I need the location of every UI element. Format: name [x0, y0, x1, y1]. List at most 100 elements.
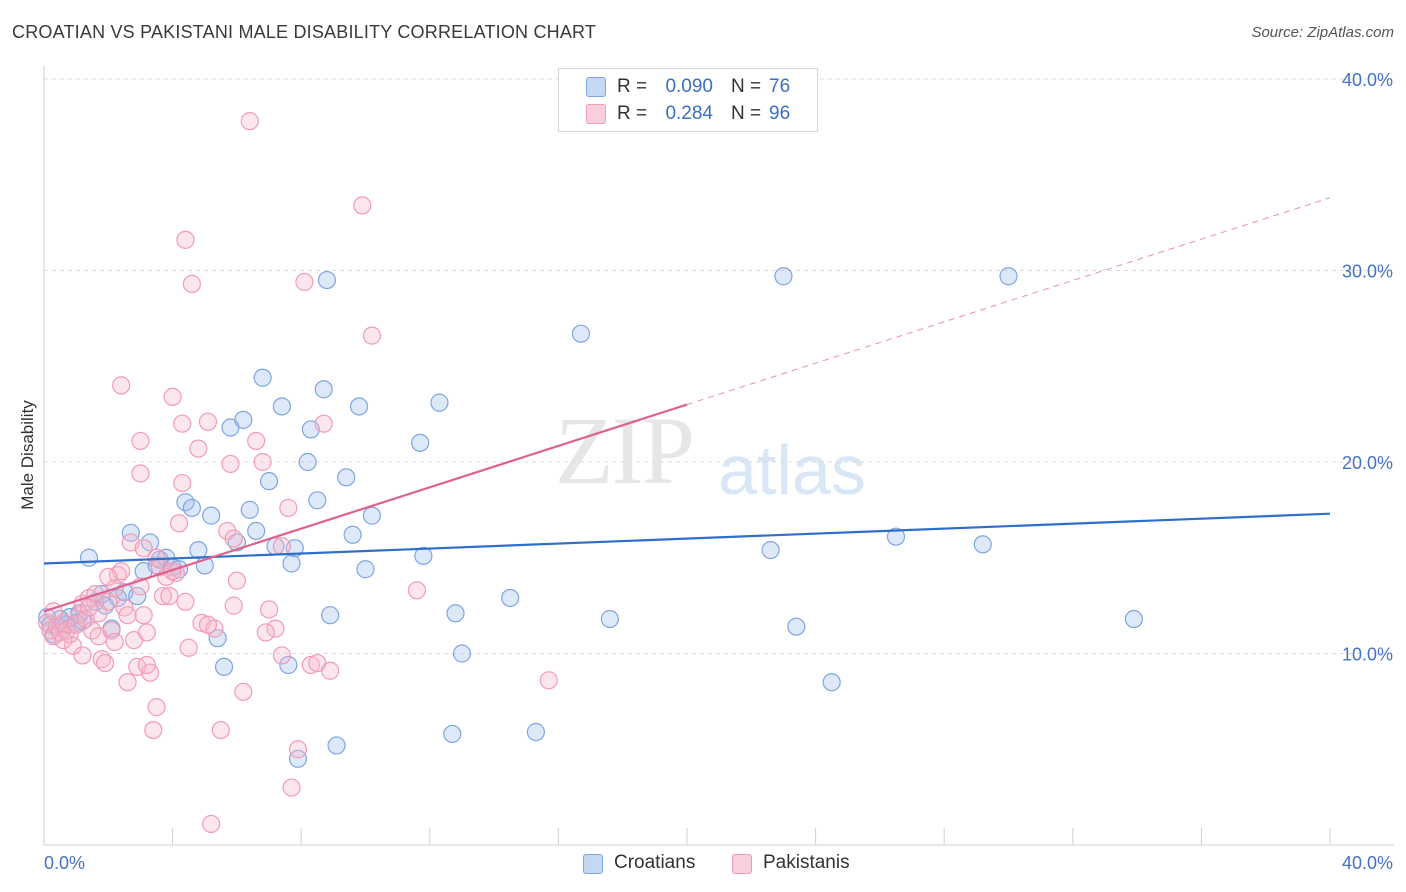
point-croatians [121, 523, 140, 542]
point-pakistanis [99, 567, 118, 587]
point-croatians [321, 606, 340, 625]
point-croatians [253, 368, 272, 387]
legend-r-label: R = [617, 76, 648, 97]
legend-r-value: 0.284 [665, 103, 713, 124]
point-croatians [308, 491, 327, 510]
source-label: Source: ZipAtlas.com [1251, 24, 1394, 41]
point-croatians [327, 736, 346, 755]
point-croatians [362, 506, 382, 525]
point-croatians [443, 724, 462, 744]
point-pakistanis [112, 376, 131, 395]
point-pakistanis [272, 537, 292, 556]
x-tick-label: 0.0% [44, 853, 85, 873]
legend-r-label: R = [617, 103, 648, 124]
trend-lines [43, 197, 1331, 613]
legend-n-value: 76 [769, 76, 791, 97]
point-croatians [314, 380, 333, 399]
point-pakistanis [176, 230, 195, 249]
point-croatians [128, 586, 147, 606]
point-croatians [247, 521, 266, 541]
point-pakistanis [362, 326, 382, 345]
point-croatians [279, 655, 298, 675]
point-pakistanis [253, 452, 272, 472]
point-croatians [600, 609, 619, 629]
point-pakistanis [95, 653, 115, 673]
point-croatians [240, 500, 259, 519]
point-croatians [189, 540, 208, 560]
point-pakistanis [73, 646, 92, 665]
point-croatians [886, 527, 906, 546]
point-pakistanis [321, 661, 340, 680]
point-croatians [182, 498, 201, 518]
point-croatians [317, 270, 337, 290]
series-swatch-croatians [583, 854, 603, 874]
data-points [38, 112, 1143, 834]
point-pakistanis [160, 586, 179, 606]
point-pakistanis [67, 615, 86, 634]
x-tick-label: 40.0% [1342, 853, 1393, 873]
legend-n-value: 96 [769, 103, 791, 124]
point-croatians [446, 604, 465, 623]
point-pakistanis [137, 655, 156, 675]
point-croatians [526, 722, 545, 742]
point-pakistanis [198, 412, 218, 431]
y-tick-label: 40.0% [1342, 70, 1393, 90]
point-pakistanis [118, 673, 137, 692]
point-pakistanis [282, 778, 301, 797]
point-pakistanis [189, 439, 208, 458]
legend-swatch-pakistanis [586, 104, 606, 124]
legend-n-label: N = [731, 76, 762, 97]
point-croatians [282, 554, 301, 573]
point-pakistanis [166, 563, 185, 583]
point-pakistanis [131, 464, 150, 483]
point-pakistanis [247, 431, 266, 451]
point-pakistanis [134, 539, 153, 558]
gridlines [44, 78, 1394, 654]
point-pakistanis [54, 630, 73, 650]
legend-r-value: 0.090 [665, 76, 713, 97]
point-pakistanis [301, 655, 320, 675]
point-pakistanis [134, 606, 153, 625]
point-croatians [214, 657, 234, 677]
legend-row-croatians: R = 0.090 N = 76 [559, 74, 817, 100]
point-croatians [414, 546, 433, 565]
point-pakistanis [79, 598, 99, 617]
point-pakistanis [353, 196, 372, 215]
correlation-legend: R = 0.090 N = 76 R = 0.284 N = 96 [558, 68, 818, 132]
tick-labels: 10.0% 20.0% 30.0% 40.0% 0.0% 40.0% [44, 70, 1393, 873]
point-pakistanis [176, 592, 195, 611]
point-croatians [202, 506, 221, 525]
point-croatians [999, 267, 1018, 286]
point-pakistanis [169, 514, 189, 533]
point-pakistanis [211, 720, 230, 740]
point-pakistanis [240, 112, 259, 131]
point-pakistanis [105, 632, 124, 652]
point-pakistanis [288, 740, 308, 759]
point-pakistanis [131, 431, 150, 451]
point-pakistanis [224, 596, 243, 615]
y-tick-label: 10.0% [1342, 645, 1393, 665]
series-swatch-pakistanis [732, 854, 752, 874]
watermark-zip: ZIP [555, 397, 695, 504]
point-pakistanis [227, 571, 246, 590]
trend-pakistanis-extension [686, 197, 1331, 406]
trend-croatians [43, 512, 1331, 565]
point-pakistanis [63, 636, 83, 655]
point-croatians [1124, 609, 1143, 629]
watermark-atlas: atlas [718, 431, 866, 509]
point-pakistanis [163, 387, 182, 406]
point-pakistanis [407, 581, 427, 600]
point-pakistanis [202, 814, 221, 834]
point-croatians [774, 267, 793, 286]
legend-n-label: N = [731, 103, 762, 124]
series-label-pakistanis: Pakistanis [763, 852, 850, 873]
point-croatians [430, 393, 449, 412]
point-croatians [79, 548, 99, 567]
point-pakistanis [89, 604, 108, 623]
y-tick-label: 30.0% [1342, 262, 1393, 282]
point-croatians [571, 324, 591, 343]
trend-pakistanis [43, 403, 688, 613]
point-pakistanis [173, 473, 192, 493]
point-croatians [343, 525, 362, 544]
